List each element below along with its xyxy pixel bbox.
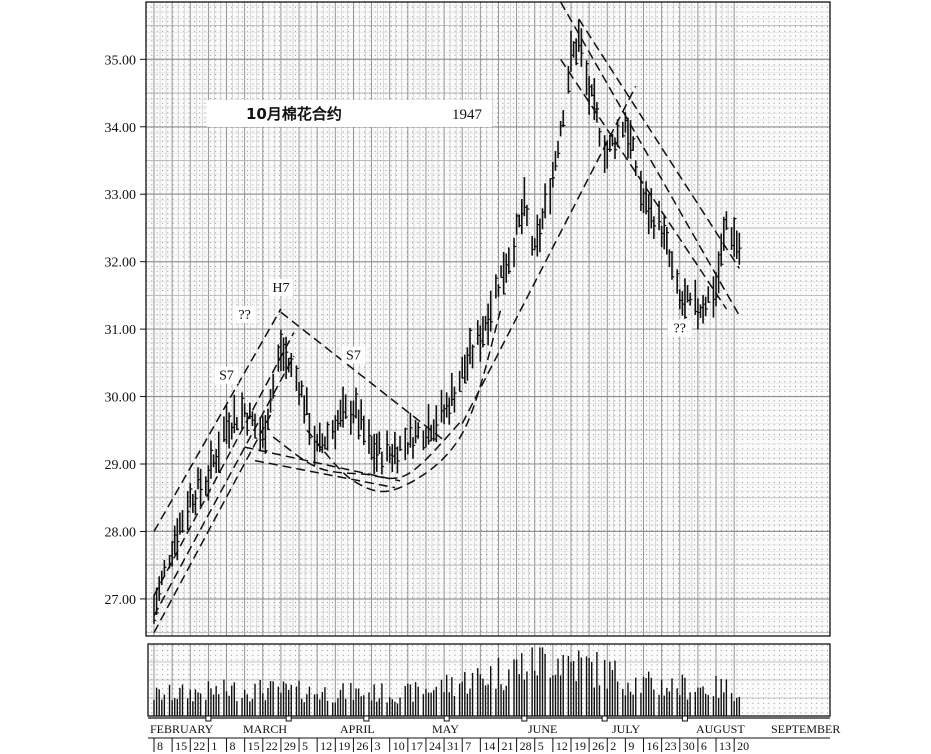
trendline bbox=[244, 446, 401, 482]
y-tick-label: 31.00 bbox=[105, 323, 137, 338]
week-label: 13 bbox=[719, 739, 731, 753]
week-label: 5 bbox=[302, 739, 308, 753]
week-label: 19 bbox=[574, 739, 586, 753]
price-bars bbox=[153, 19, 742, 624]
trendline bbox=[559, 2, 740, 316]
week-label: 15 bbox=[248, 739, 260, 753]
month-marker bbox=[205, 715, 212, 722]
week-label: 15 bbox=[175, 739, 187, 753]
chart-title: 10月棉花合约 bbox=[246, 105, 342, 123]
week-label: 9 bbox=[628, 739, 634, 753]
trendline bbox=[461, 85, 637, 424]
annotation-background bbox=[268, 279, 293, 297]
week-label: 1 bbox=[211, 739, 217, 753]
annotation-label: H7 bbox=[272, 281, 289, 296]
curve-line bbox=[306, 308, 502, 493]
month-label: APRIL bbox=[340, 722, 375, 736]
price-axis: 27.00 28.00 29.00 30.00 31.00 32.00 33.00 34.00… bbox=[105, 53, 146, 608]
volume-panel-frame bbox=[147, 643, 831, 717]
price-panel-frame bbox=[145, 1, 831, 637]
month-label: JULY bbox=[612, 722, 640, 736]
annotation-background bbox=[232, 306, 257, 323]
trendline bbox=[578, 18, 740, 269]
week-label: 8 bbox=[157, 739, 163, 753]
week-label: 26 bbox=[592, 739, 604, 753]
week-label: 22 bbox=[266, 739, 278, 753]
week-label: 12 bbox=[556, 739, 568, 753]
trendline bbox=[153, 355, 295, 617]
y-tick-label: 27.00 bbox=[105, 593, 137, 608]
week-label: 17 bbox=[411, 739, 423, 753]
annotation-label: S7 bbox=[219, 369, 234, 384]
month-marker bbox=[443, 715, 450, 722]
month-label: FEBRUARY bbox=[150, 722, 214, 736]
chart-year: 1947 bbox=[452, 107, 483, 123]
month-label: MAY bbox=[432, 722, 459, 736]
trendline bbox=[560, 58, 728, 310]
week-label: 28 bbox=[520, 739, 532, 753]
month-label: MARCH bbox=[243, 722, 287, 736]
price-grid-lines bbox=[146, 2, 830, 636]
annotations: S7?? H7 S7?? bbox=[214, 279, 692, 384]
title-box-background bbox=[207, 100, 492, 127]
week-label: 24 bbox=[429, 739, 441, 753]
y-tick-label: 35.00 bbox=[105, 53, 137, 68]
y-tick-label: 32.00 bbox=[105, 256, 137, 271]
month-label: JUNE bbox=[528, 722, 557, 736]
title-box: 10月棉花合约 1947 bbox=[207, 100, 492, 127]
annotation-background bbox=[341, 346, 366, 364]
week-label: 3 bbox=[375, 739, 381, 753]
y-tick-label: 30.00 bbox=[105, 391, 137, 406]
trendline bbox=[280, 311, 445, 441]
month-marker bbox=[521, 715, 528, 722]
annotation-background bbox=[214, 366, 239, 384]
week-label: 29 bbox=[284, 739, 296, 753]
y-tick-label: 29.00 bbox=[105, 458, 137, 473]
week-label: 20 bbox=[737, 739, 749, 753]
week-label: 14 bbox=[483, 739, 495, 753]
annotation-background bbox=[667, 319, 692, 337]
month-label: SEPTEMBER bbox=[771, 722, 840, 736]
week-label: 19 bbox=[338, 739, 350, 753]
week-label: 21 bbox=[501, 739, 513, 753]
week-label: 31 bbox=[447, 739, 459, 753]
trendline bbox=[153, 332, 295, 596]
month-marker bbox=[285, 715, 292, 722]
week-label: 10 bbox=[393, 739, 405, 753]
week-label: 26 bbox=[356, 739, 368, 753]
week-label: 12 bbox=[320, 739, 332, 753]
week-label: 30 bbox=[683, 739, 695, 753]
trendline bbox=[153, 409, 274, 633]
week-label: 2 bbox=[610, 739, 616, 753]
y-tick-label: 33.00 bbox=[105, 188, 137, 203]
week-label: 8 bbox=[230, 739, 236, 753]
annotation-label: ?? bbox=[238, 308, 250, 323]
week-label: 16 bbox=[647, 739, 659, 753]
annotation-label: ?? bbox=[674, 321, 686, 336]
y-tick-label: 28.00 bbox=[105, 525, 137, 540]
month-marker bbox=[363, 715, 370, 722]
trendline bbox=[254, 459, 396, 489]
month-marker bbox=[601, 715, 608, 722]
month-marker bbox=[681, 715, 688, 722]
week-label: 5 bbox=[538, 739, 544, 753]
y-tick-label: 34.00 bbox=[105, 121, 137, 136]
time-axis: FEBRUARY MARCH APRIL MAY JUNE JULY AUGUST SEPTE… bbox=[148, 715, 840, 753]
trendlines bbox=[153, 2, 740, 633]
week-label: 6 bbox=[701, 739, 707, 753]
volume-panel bbox=[147, 643, 831, 717]
volume-bars bbox=[153, 647, 741, 716]
week-label: 7 bbox=[465, 739, 471, 753]
week-label: 23 bbox=[665, 739, 677, 753]
curve-line bbox=[272, 419, 463, 480]
annotation-label: S7 bbox=[346, 348, 361, 363]
week-label: 22 bbox=[193, 739, 205, 753]
month-label: AUGUST bbox=[696, 722, 745, 736]
trendline bbox=[153, 308, 282, 532]
